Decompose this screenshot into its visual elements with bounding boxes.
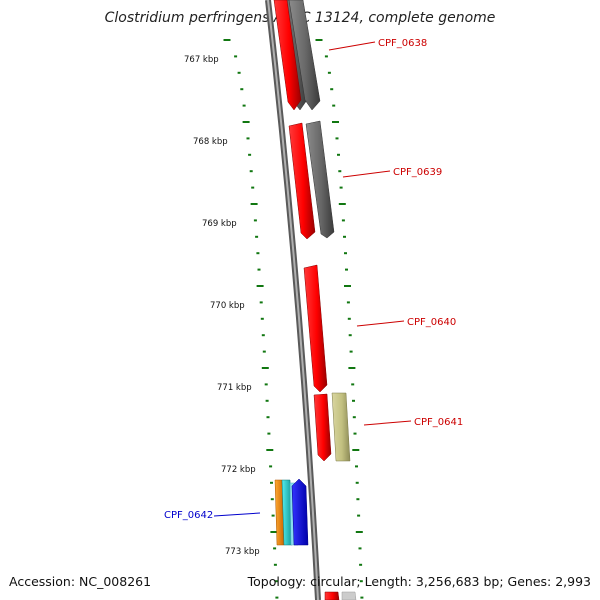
gene-feature-red-bottom[interactable] <box>324 591 340 600</box>
gene-feature-lightgray-bottom[interactable] <box>341 591 357 600</box>
gene-cpf-0638[interactable] <box>273 0 302 111</box>
leader-line-cpf-0640 <box>356 320 405 327</box>
gene-feature-gray-2[interactable] <box>288 0 321 111</box>
outer-tick-ring <box>315 39 364 599</box>
leader-line-cpf-0638 <box>328 41 376 51</box>
kbp-label-773: 773 kbp <box>225 547 260 557</box>
gene-cpf-0641-red[interactable] <box>313 393 332 462</box>
gene-label-cpf-0640[interactable]: CPF_0640 <box>407 317 456 328</box>
genome-backbone-highlight <box>267 0 319 600</box>
kbp-label-770: 770 kbp <box>210 301 245 311</box>
leader-line-cpf-0642 <box>213 512 261 517</box>
accession-text: Accession: NC_008261 <box>9 574 151 589</box>
gene-label-cpf-0641[interactable]: CPF_0641 <box>414 417 463 428</box>
kbp-label-768: 768 kbp <box>193 137 228 147</box>
gene-label-cpf-0639[interactable]: CPF_0639 <box>393 167 442 178</box>
gene-cpf-0639[interactable] <box>288 122 316 240</box>
inner-tick-ring <box>223 39 279 599</box>
topology-text: Topology: circular; Length: 3,256,683 bp… <box>247 574 591 589</box>
gene-cpf-0642-blue[interactable] <box>291 478 309 546</box>
kbp-label-769: 769 kbp <box>202 219 237 229</box>
kbp-label-771: 771 kbp <box>217 383 252 393</box>
gene-cpf-0640[interactable] <box>303 264 328 393</box>
leader-line-cpf-0641 <box>363 420 412 426</box>
kbp-label-772: 772 kbp <box>221 465 256 475</box>
leader-line-cpf-0639 <box>342 170 391 178</box>
gene-feature-gray-3[interactable] <box>305 120 335 239</box>
gene-label-cpf-0642[interactable]: CPF_0642 <box>164 510 213 521</box>
gene-label-cpf-0638[interactable]: CPF_0638 <box>378 38 427 49</box>
gene-cpf-0641[interactable] <box>331 392 351 462</box>
kbp-label-767: 767 kbp <box>184 55 219 65</box>
